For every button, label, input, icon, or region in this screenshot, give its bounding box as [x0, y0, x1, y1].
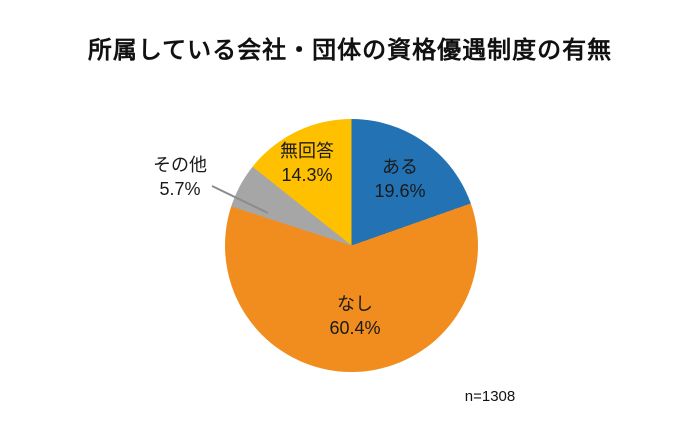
slice-label-text: なし	[337, 294, 373, 314]
slice-label-text: ある	[382, 157, 418, 177]
sample-size-note: n=1308	[464, 388, 516, 405]
slice-label-nashi: なし 60.4%	[309, 292, 401, 341]
slice-label-sonota: その他 5.7%	[133, 153, 227, 202]
slice-label-aru: ある 19.6%	[354, 155, 446, 204]
slice-label-text: 無回答	[280, 141, 334, 161]
slice-label-text: その他	[153, 155, 207, 175]
pie-chart	[225, 119, 478, 372]
slice-percent-text: 60.4%	[329, 318, 381, 339]
slice-percent-text: 5.7%	[159, 179, 201, 200]
slice-percent-text: 19.6%	[374, 181, 426, 202]
slice-label-mukaitou: 無回答 14.3%	[260, 139, 354, 188]
slice-percent-text: 14.3%	[281, 165, 333, 186]
chart-title: 所属している会社・団体の資格優遇制度の有無	[87, 37, 613, 64]
